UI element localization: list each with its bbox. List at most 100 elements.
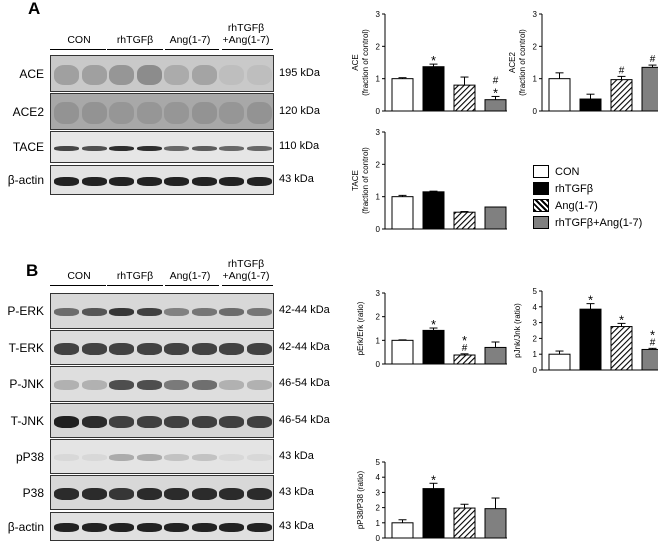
blot-band [246,101,272,124]
blot-band [219,64,244,85]
blot-band [81,176,107,186]
y-axis-label: ACE(fraction of control) [351,29,370,96]
blot-band [81,308,107,316]
blot-label: β-actin [7,173,44,187]
western-blot-strip [50,366,274,402]
legend-item: rhTGFβ [533,182,593,195]
blot-band [54,380,79,390]
blot-label: P-ERK [7,304,44,318]
blot-band [219,487,244,500]
blot-band [164,523,189,532]
blot-band [109,487,134,500]
blot-band [246,454,272,461]
group-label: CON [67,270,91,282]
y-tick-label: 0 [533,107,538,116]
y-tick-label: 1 [376,193,381,202]
blot-band [164,176,189,186]
blot-band [219,145,244,151]
blot-band [219,415,244,428]
group-label: Ang(1-7) [169,34,211,46]
molecular-weight-label: 195 kDa [279,66,320,79]
y-tick-label: 3 [376,289,381,298]
blot-band [136,380,162,390]
blot-band [109,101,134,124]
bar [484,99,507,112]
blot-label: P-JNK [9,377,44,391]
y-tick-label: 0 [376,360,381,369]
blot-band [191,64,217,85]
y-tick-label: 5 [376,458,381,467]
blot-band [136,415,162,428]
group-underline [50,285,106,286]
panel-label-b: B [26,261,39,280]
significance-mark: * [588,293,593,308]
blot-band [191,145,217,151]
y-tick-label: 4 [533,303,538,312]
blot-band [81,145,107,151]
y-tick-label: 3 [376,488,381,497]
blot-band [191,415,217,428]
blot-band [246,176,272,186]
legend-item: rhTGFβ+Ang(1-7) [533,216,642,229]
blot-band [164,380,189,390]
significance-mark: # [619,65,625,76]
group-label: CON [67,34,91,46]
blot-band [136,308,162,316]
significance-mark: * [493,85,498,100]
legend-item: CON [533,165,579,178]
blot-band [136,523,162,532]
blot-band [246,487,272,500]
blot-band [136,145,162,151]
blot-band [136,487,162,500]
blot-band [54,308,79,316]
y-axis-label: ACE2(fraction of control) [508,29,527,96]
y-tick-label: 3 [376,128,381,137]
bar [453,507,476,539]
blot-band [164,342,189,355]
y-tick-label: 3 [533,319,538,328]
legend-swatch [533,182,549,195]
group-underline [165,285,219,286]
blot-band [191,342,217,355]
western-blot-strip [50,475,274,510]
blot-band [54,415,79,428]
blot-band [109,523,134,532]
blot-band [164,454,189,461]
western-blot-strip [50,93,274,130]
molecular-weight-label: 46-54 kDa [279,413,330,426]
y-tick-label: 2 [533,42,538,51]
blot-band [109,308,134,316]
blot-band [246,64,272,85]
blot-band [54,523,79,532]
blot-band [246,145,272,151]
significance-mark: # [650,54,656,65]
western-blot-strip [50,293,274,329]
significance-mark: * [462,333,467,348]
group-underline [222,285,273,286]
legend-label: CON [555,165,580,178]
blot-band [81,487,107,500]
significance-mark: * [431,53,436,68]
western-blot-strip [50,512,274,541]
blot-band [246,415,272,428]
legend-label: rhTGFβ+Ang(1-7) [555,216,643,229]
molecular-weight-label: 46-54 kDa [279,377,330,389]
y-tick-label: 1 [376,336,381,345]
western-blot-strip [50,131,274,163]
bar [391,339,414,365]
bar [422,191,445,230]
y-axis-label: pJnk/Jnk (ratio) [513,303,522,358]
molecular-weight-label: 43 kDa [279,485,314,498]
significance-mark: * [619,312,624,327]
group-underline [107,285,163,286]
blot-band [136,64,162,85]
bar [484,346,507,365]
group-label: rhTGFβ [116,270,154,282]
y-axis-label: pP38/P38 (ratio) [356,471,365,530]
molecular-weight-label: 42-44 kDa [279,304,330,316]
group-label: rhTGFβ +Ang(1-7) [222,22,270,46]
bar [579,308,602,371]
western-blot-strip [50,439,274,474]
group-underline [222,49,273,50]
